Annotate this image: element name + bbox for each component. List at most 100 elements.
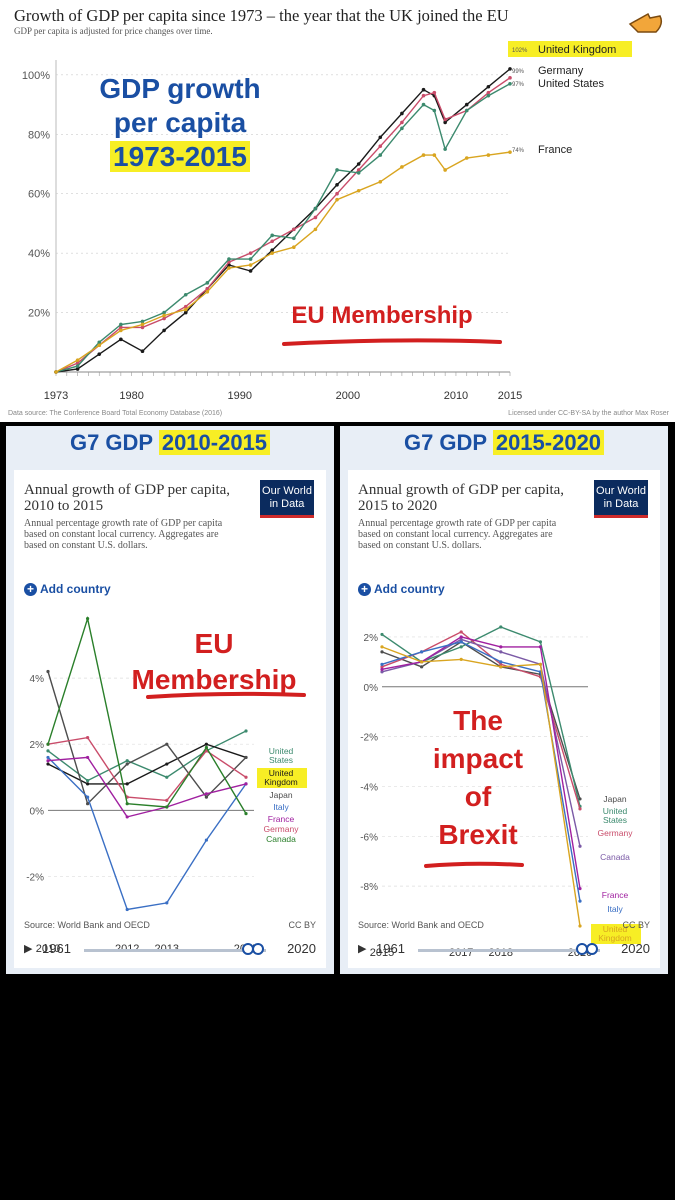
left-series-point (46, 669, 50, 674)
top-chart-panel: Growth of GDP per capita since 1973 – th… (0, 0, 675, 422)
left-add-country-button[interactable]: + Add country (24, 582, 111, 596)
top-end-value: 97% (512, 82, 525, 88)
left-series-point (244, 775, 248, 779)
top-series-point (97, 343, 102, 348)
right-add-country-button[interactable]: + Add country (358, 582, 445, 596)
left-timeline-start: 1961 (42, 941, 71, 956)
top-overlay-line1: GDP growth (99, 73, 261, 104)
play-icon[interactable]: ▶ (358, 943, 367, 955)
right-heading-prefix: G7 GDP (403, 430, 487, 455)
top-series-point (421, 102, 426, 107)
top-series-point (486, 84, 491, 89)
top-series-point (443, 147, 447, 151)
top-series-point (75, 361, 80, 365)
top-end-value: 102% (512, 48, 528, 54)
top-x-tick-label: 2015 (498, 390, 522, 402)
left-series-point (125, 782, 129, 786)
top-series-point (335, 197, 339, 202)
left-series-line-canada (47, 615, 247, 814)
right-series-point (578, 797, 582, 801)
left-series-point (125, 762, 129, 766)
left-series-point (46, 759, 50, 763)
top-series-point (378, 135, 383, 140)
right-y-tick-label: -4% (360, 782, 378, 793)
left-series-point (204, 745, 208, 750)
play-icon[interactable]: ▶ (24, 943, 33, 955)
left-legend-label: Germany (264, 824, 300, 834)
left-series-point (125, 815, 129, 819)
top-overlay-line3: 1973-2015 (110, 141, 250, 172)
top-y-tick-label: 20% (28, 308, 50, 320)
right-timeline-track[interactable] (418, 949, 600, 952)
right-y-tick-label: -8% (360, 882, 378, 893)
right-card: Annual growth of GDP per capita, 2015 to… (348, 470, 660, 968)
right-series-point (380, 667, 384, 671)
top-x-tick-label: 1990 (228, 390, 252, 402)
left-y-tick-label: 4% (30, 674, 45, 685)
top-series-point (183, 292, 188, 297)
right-series-point (380, 650, 384, 654)
top-series-point (97, 352, 102, 356)
right-series-point (538, 640, 542, 644)
top-series-point (356, 162, 361, 166)
plus-icon: + (358, 583, 371, 596)
top-series-point (162, 313, 166, 318)
top-series-point (400, 165, 404, 169)
top-series-point (508, 81, 512, 86)
left-series-point (244, 812, 248, 816)
left-timeline-track[interactable] (84, 949, 266, 952)
left-series-line-france (47, 756, 247, 818)
left-y-tick-label: 2% (30, 740, 45, 751)
right-series-point (578, 887, 582, 891)
right-timeline[interactable]: ▶ 1961 2020 (358, 940, 650, 960)
right-legend-label: United (603, 924, 628, 934)
right-series-point (380, 662, 384, 666)
right-legend-label: France (602, 890, 629, 900)
right-series-point (459, 640, 463, 644)
top-series-point (162, 316, 166, 321)
left-timeline-end: 2020 (287, 941, 316, 956)
top-series-point (443, 117, 447, 122)
top-series-point (270, 233, 274, 238)
top-series-point (464, 102, 469, 107)
left-card: Annual growth of GDP per capita, 2010 to… (14, 470, 326, 968)
right-legend-label: Kingdom (598, 933, 632, 943)
right-series-point (380, 670, 384, 674)
top-series-point (205, 281, 210, 285)
top-series-point (270, 248, 274, 252)
top-series-point (75, 364, 80, 368)
top-end-label: France (538, 144, 572, 156)
top-series-point (183, 307, 188, 312)
left-timeline-handle-end[interactable] (252, 943, 264, 955)
pointing-hand-icon (626, 6, 666, 40)
right-owid-line2: in Data (603, 498, 639, 510)
right-timeline-handle-end[interactable] (586, 943, 598, 955)
top-series-point (248, 269, 253, 273)
right-series-point (538, 662, 542, 666)
right-y-tick-label: -2% (360, 733, 378, 744)
top-y-tick-label: 100% (22, 70, 50, 82)
left-legend-label: Kingdom (264, 777, 298, 787)
right-source: Source: World Bank and OECD (358, 920, 484, 930)
left-series-line-germany (47, 736, 247, 802)
top-series-point (486, 93, 491, 98)
top-series-point (400, 111, 404, 116)
right-heading-years: 2015-2020 (492, 430, 605, 455)
top-series-point (464, 108, 469, 113)
left-series-point (204, 792, 208, 796)
right-series-point (578, 807, 582, 811)
top-series-point (162, 310, 166, 315)
top-series-point (378, 144, 383, 148)
left-timeline[interactable]: ▶ 1961 2020 (24, 940, 316, 960)
left-y-tick-label: -2% (26, 872, 44, 883)
left-series-line-japan (47, 671, 247, 806)
top-x-tick-label: 1973 (44, 390, 68, 402)
right-overlay-line3: of (464, 781, 492, 812)
top-series-point (205, 289, 210, 294)
top-series-point (140, 325, 145, 330)
top-series-point (464, 156, 469, 160)
right-series-point (459, 630, 463, 634)
right-series-point (499, 665, 503, 669)
top-series-point (227, 266, 231, 270)
right-series-point (578, 899, 582, 903)
